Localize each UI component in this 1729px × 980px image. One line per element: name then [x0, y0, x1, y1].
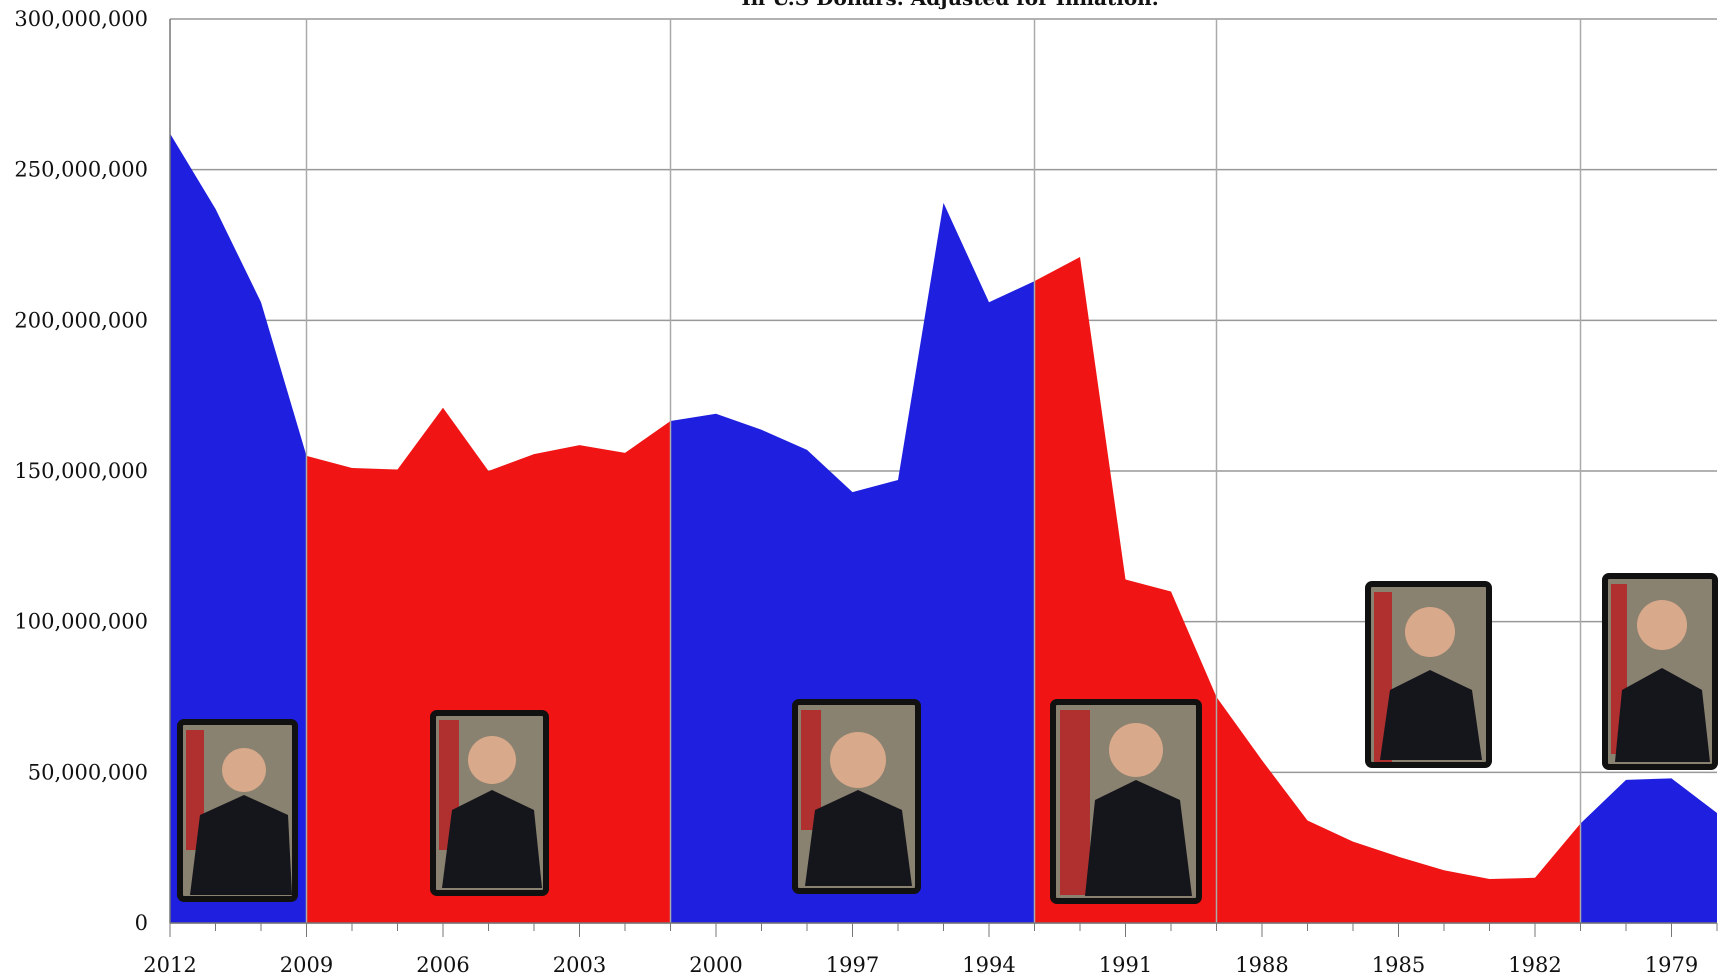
- area: [306, 407, 671, 924]
- x-tick-label: 1982: [1508, 953, 1561, 977]
- area: [1580, 778, 1717, 923]
- portrait: [177, 719, 298, 902]
- y-tick-label: 300,000,000: [14, 7, 148, 31]
- x-tick-label: 1985: [1372, 953, 1425, 977]
- x-tick-label: 1979: [1645, 953, 1698, 977]
- x-tick-label: 1994: [962, 953, 1015, 977]
- portrait: [430, 710, 549, 896]
- x-tick-label: 1988: [1235, 953, 1288, 977]
- y-tick-label: 100,000,000: [14, 610, 148, 634]
- photos: [177, 573, 1718, 904]
- x-tick-label: 2012: [143, 953, 196, 977]
- x-tick-label: 1991: [1099, 953, 1152, 977]
- x-tick-label: 2009: [280, 953, 333, 977]
- portrait: [792, 699, 921, 894]
- x-tick-label: 1997: [826, 953, 879, 977]
- portrait: [1365, 581, 1492, 768]
- y-tick-label: 50,000,000: [28, 760, 148, 784]
- x-tick-label: 2006: [416, 953, 469, 977]
- portrait: [1050, 699, 1202, 904]
- y-tick-label: 250,000,000: [14, 158, 148, 182]
- chart-subtitle: In U.S Dollars. Adjusted for Inflation.: [741, 0, 1158, 10]
- x-tick-label: 2003: [553, 953, 606, 977]
- x-tick-label: 2000: [689, 953, 742, 977]
- y-tick-label: 150,000,000: [14, 459, 148, 483]
- portrait: [1602, 573, 1718, 770]
- y-tick-label: 200,000,000: [14, 308, 148, 332]
- y-tick-label: 0: [135, 911, 148, 935]
- area: [670, 202, 1035, 923]
